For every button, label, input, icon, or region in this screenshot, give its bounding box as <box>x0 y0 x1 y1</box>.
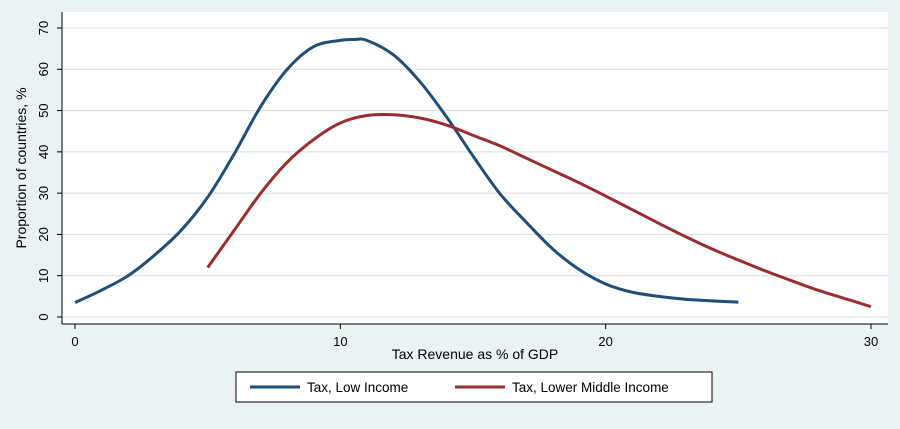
x-tick-label-30: 30 <box>864 334 878 349</box>
series-line-0 <box>74 37 739 304</box>
legend-label-lower-middle-income: Tax, Lower Middle Income <box>512 380 669 395</box>
y-tick-label-50: 50 <box>36 103 51 117</box>
x-tick-label-0: 0 <box>71 334 78 349</box>
y-tick-label-20: 20 <box>36 227 51 241</box>
y-tick-label-40: 40 <box>36 145 51 159</box>
grid-lines <box>62 27 888 318</box>
y-tick-label-70: 70 <box>36 21 51 35</box>
plot-background <box>62 12 888 324</box>
x-tick-label-10: 10 <box>333 334 347 349</box>
series-line-1 <box>206 112 872 309</box>
axes <box>61 12 888 325</box>
x-tick-label-20: 20 <box>598 334 612 349</box>
x-ticks: 0 10 20 30 <box>71 324 878 349</box>
legend: Tax, Low Income Tax, Lower Middle Income <box>235 371 713 403</box>
series-lines <box>74 37 872 309</box>
y-axis-title: Proportion of countries, % <box>13 87 29 248</box>
x-axis-title: Tax Revenue as % of GDP <box>392 346 559 362</box>
y-tick-label-60: 60 <box>36 62 51 76</box>
y-ticks: 0 10 20 30 40 50 60 70 <box>36 21 62 321</box>
y-tick-label-0: 0 <box>36 313 51 320</box>
y-tick-label-30: 30 <box>36 186 51 200</box>
y-tick-label-10: 10 <box>36 268 51 282</box>
legend-label-low-income: Tax, Low Income <box>307 380 408 395</box>
